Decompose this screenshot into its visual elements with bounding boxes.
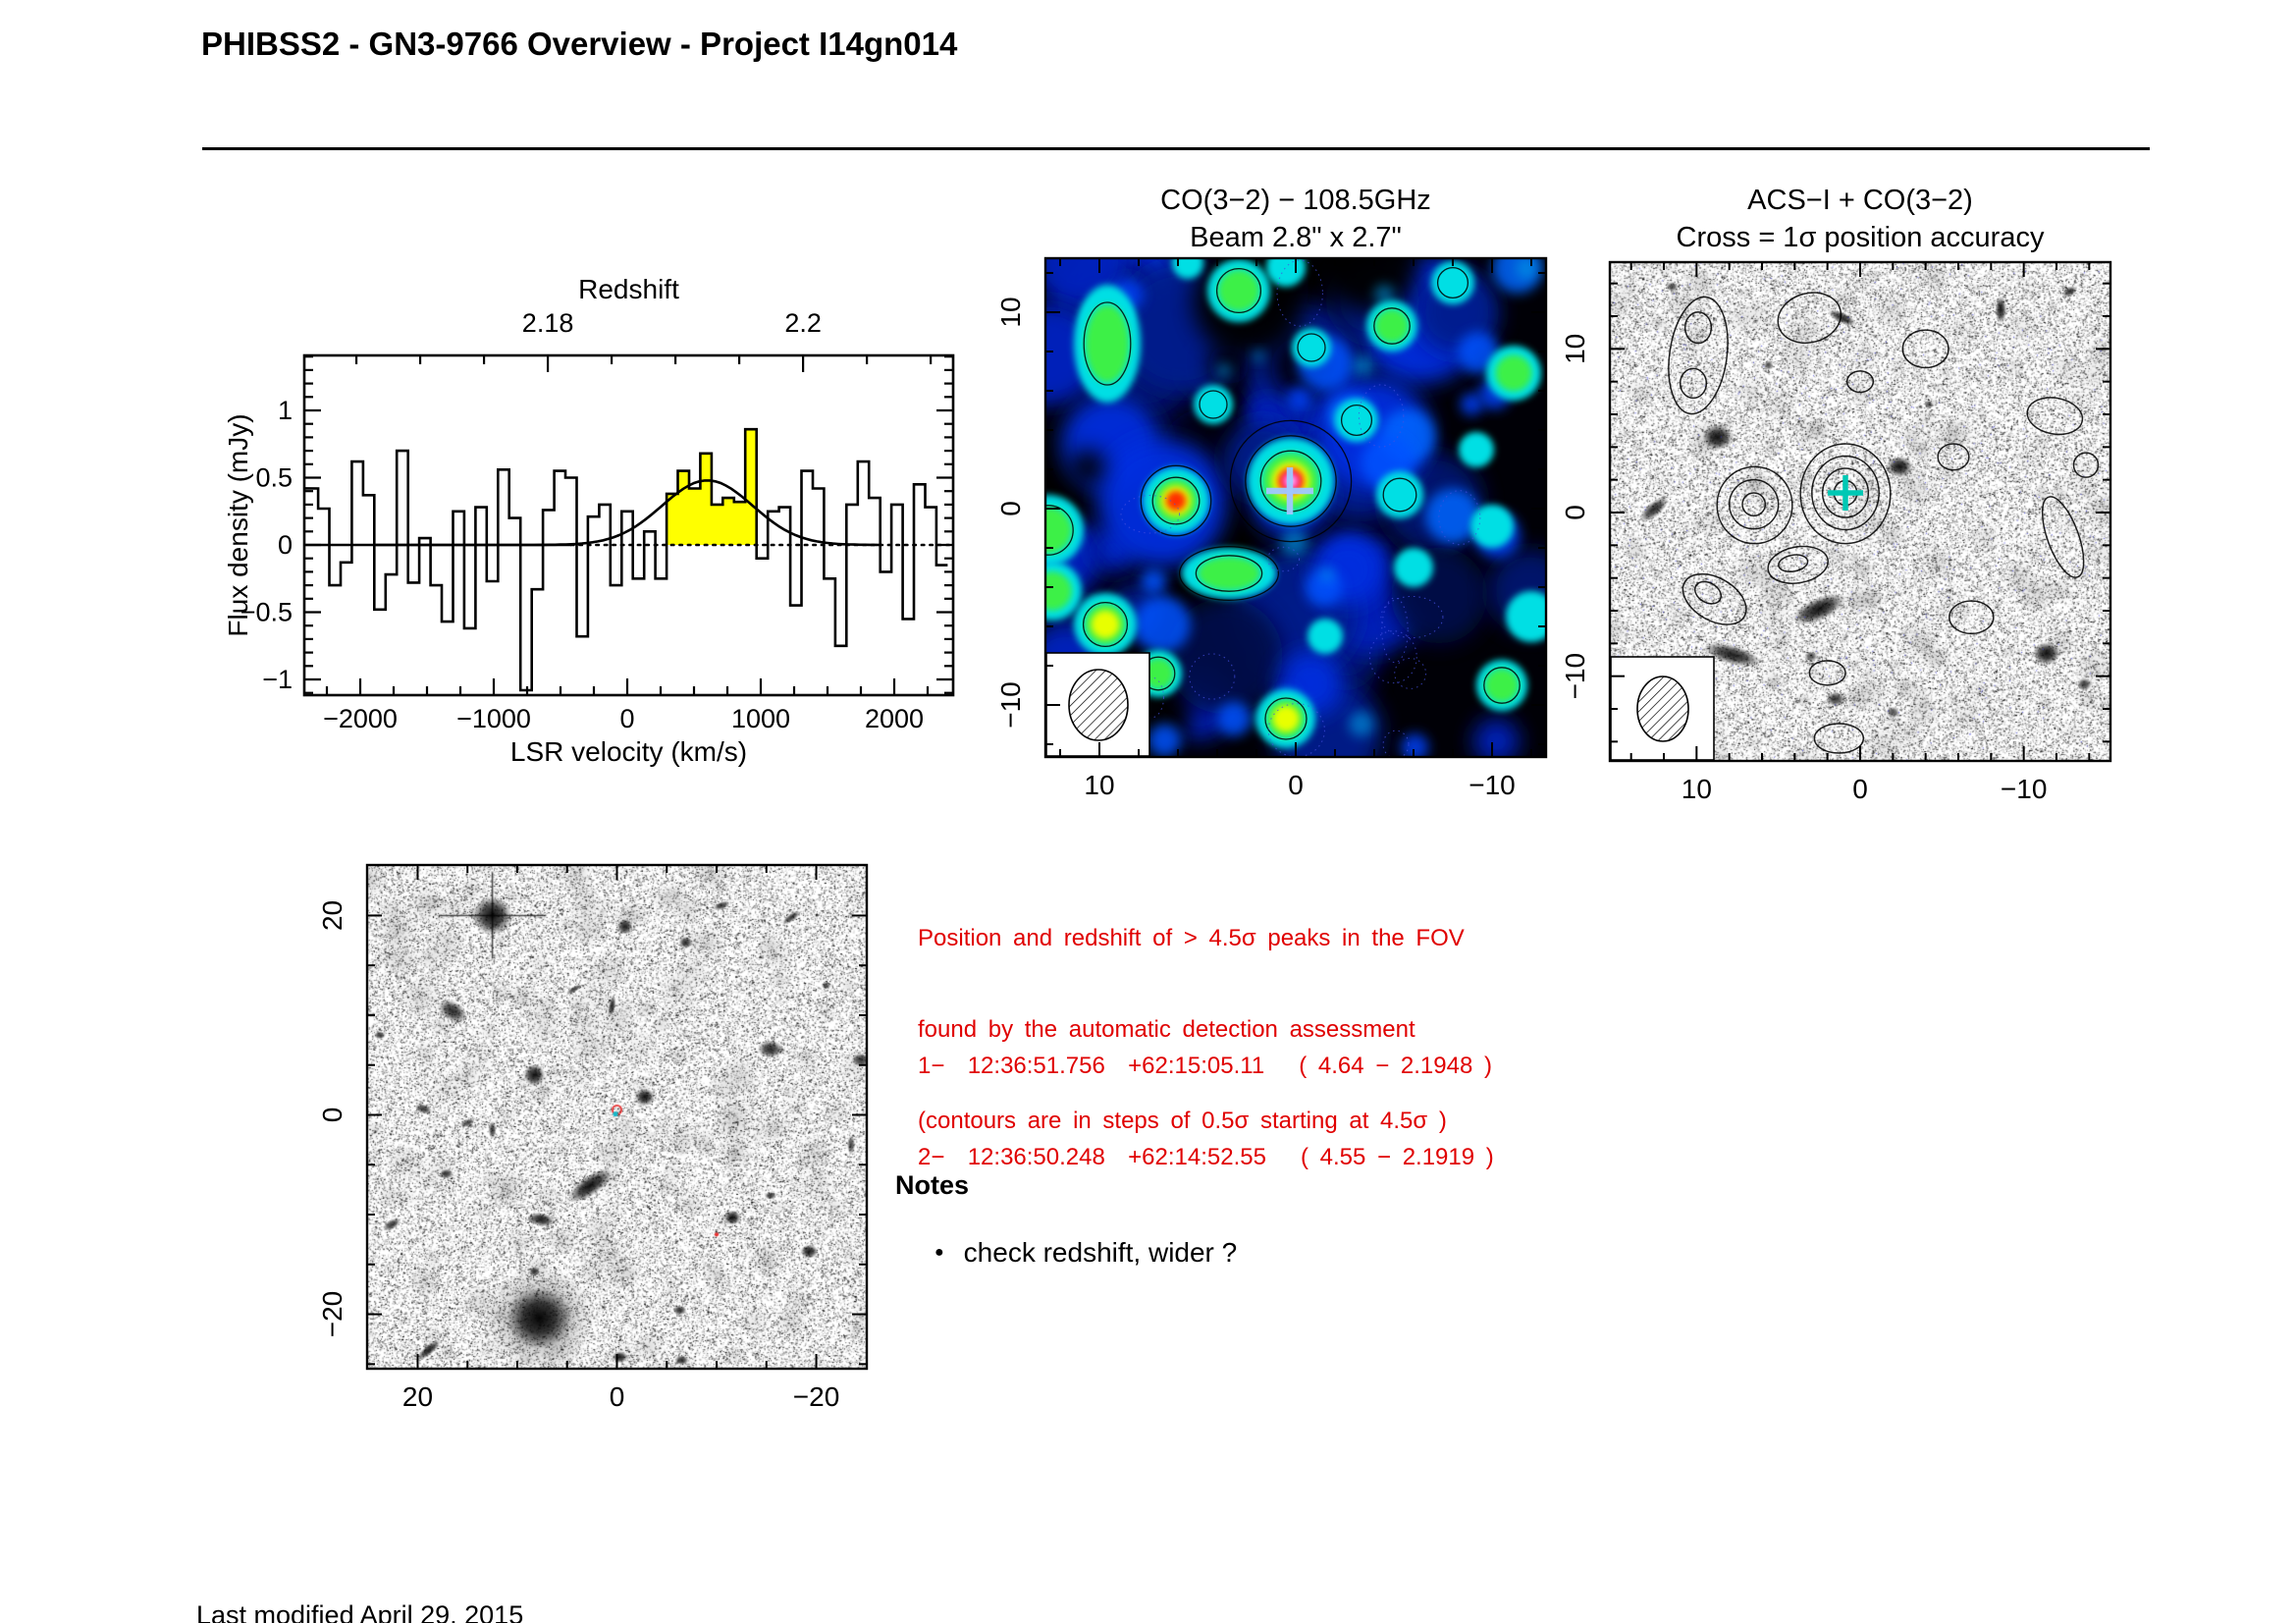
- svg-text:1000: 1000: [731, 704, 790, 733]
- svg-text:−1: −1: [262, 665, 293, 694]
- co-map-title: CO(3−2) − 108.5GHz: [1160, 185, 1431, 216]
- acs-map-title: ACS−I + CO(3−2): [1747, 185, 1973, 216]
- svg-text:−10: −10: [1560, 653, 1590, 700]
- svg-text:0.5: 0.5: [255, 463, 293, 493]
- annotation-line: found by the automatic detection assessm…: [918, 1016, 1415, 1043]
- svg-text:20: 20: [402, 1381, 433, 1412]
- svg-text:−0.5: −0.5: [240, 598, 293, 627]
- notes-heading: Notes: [895, 1170, 970, 1200]
- svg-text:0: 0: [1852, 774, 1868, 804]
- detection-entry: 2− 12:36:50.248 +62:14:52.55 ( 4.55 − 2.…: [918, 1144, 1494, 1170]
- svg-text:0: 0: [1288, 770, 1304, 800]
- svg-text:0: 0: [995, 501, 1026, 516]
- svg-text:0: 0: [278, 530, 293, 560]
- footer: Last modified April 29, 2015: [196, 1600, 524, 1623]
- svg-text:1: 1: [278, 396, 293, 425]
- svg-text:10: 10: [995, 297, 1026, 327]
- svg-text:20: 20: [317, 900, 347, 931]
- svg-text:0: 0: [317, 1108, 347, 1123]
- annotation-line: Position and redshift of > 4.5σ peaks in…: [918, 925, 1465, 951]
- acs-wide-overlay: 20 0 −20 20 0 −20: [317, 863, 869, 1412]
- svg-text:−10: −10: [2001, 774, 2048, 804]
- svg-text:−10: −10: [1468, 770, 1516, 800]
- acs-map-overlay: 10 0 −10 10 0 −10: [1560, 260, 2112, 804]
- acs-wide-image: [367, 865, 867, 1369]
- acs-map-subtitle: Cross = 1σ position accuracy: [1676, 222, 2045, 253]
- co-map-panel: CO(3−2) − 108.5GHz Beam 2.8" x 2.7" 10 0 −…: [987, 177, 1595, 825]
- svg-text:LSR velocity (km/s): LSR velocity (km/s): [510, 736, 747, 767]
- svg-text:10: 10: [1560, 334, 1590, 364]
- svg-text:−10: −10: [995, 681, 1026, 729]
- co-map: 10 0 −10 10 0 −10: [995, 256, 1548, 800]
- bullet-icon: ●: [934, 1244, 944, 1261]
- note-text: check redshift, wider ?: [963, 1237, 1238, 1268]
- spectrum-plot: −2000 −1000 0 1000 2000 2.18 2.2 Redshift 1 0.5 0 −…: [223, 274, 955, 767]
- svg-text:10: 10: [1084, 770, 1114, 800]
- svg-text:2.2: 2.2: [784, 308, 822, 338]
- note-item: ● check redshift, wider ?: [934, 1237, 1237, 1269]
- title-divider: [202, 147, 2150, 150]
- svg-text:2.18: 2.18: [522, 308, 574, 338]
- detection-annotation: Position and redshift of > 4.5σ peaks in…: [918, 862, 1465, 1197]
- svg-text:Flux density (mJy): Flux density (mJy): [223, 413, 253, 636]
- svg-text:−1000: −1000: [456, 704, 531, 733]
- detection-list: 1− 12:36:51.756 +62:15:05.11 ( 4.64 − 2.…: [918, 990, 1494, 1233]
- svg-text:0: 0: [619, 704, 634, 733]
- svg-text:−20: −20: [317, 1291, 347, 1338]
- annotation-line: (contours are in steps of 0.5σ starting …: [918, 1108, 1447, 1134]
- svg-text:2000: 2000: [865, 704, 924, 733]
- acs-map-panel: ACS−I + CO(3−2) Cross = 1σ position accu…: [1551, 177, 2160, 825]
- svg-text:0: 0: [610, 1381, 625, 1412]
- co-map-subtitle: Beam 2.8" x 2.7": [1190, 222, 1402, 253]
- svg-text:−20: −20: [793, 1381, 840, 1412]
- acs-wide-panel: 20 0 −20 20 0 −20: [294, 839, 942, 1448]
- svg-text:0: 0: [1560, 505, 1590, 520]
- page-title: PHIBSS2 - GN3-9766 Overview - Project I1…: [201, 26, 958, 62]
- svg-text:10: 10: [1682, 774, 1712, 804]
- detection-entry: 1− 12:36:51.756 +62:15:05.11 ( 4.64 − 2.…: [918, 1053, 1492, 1079]
- svg-text:Redshift: Redshift: [578, 274, 679, 304]
- spectrum-panel: −2000 −1000 0 1000 2000 2.18 2.2 Redshift 1 0.5 0 −…: [196, 255, 1001, 785]
- svg-text:−2000: −2000: [323, 704, 398, 733]
